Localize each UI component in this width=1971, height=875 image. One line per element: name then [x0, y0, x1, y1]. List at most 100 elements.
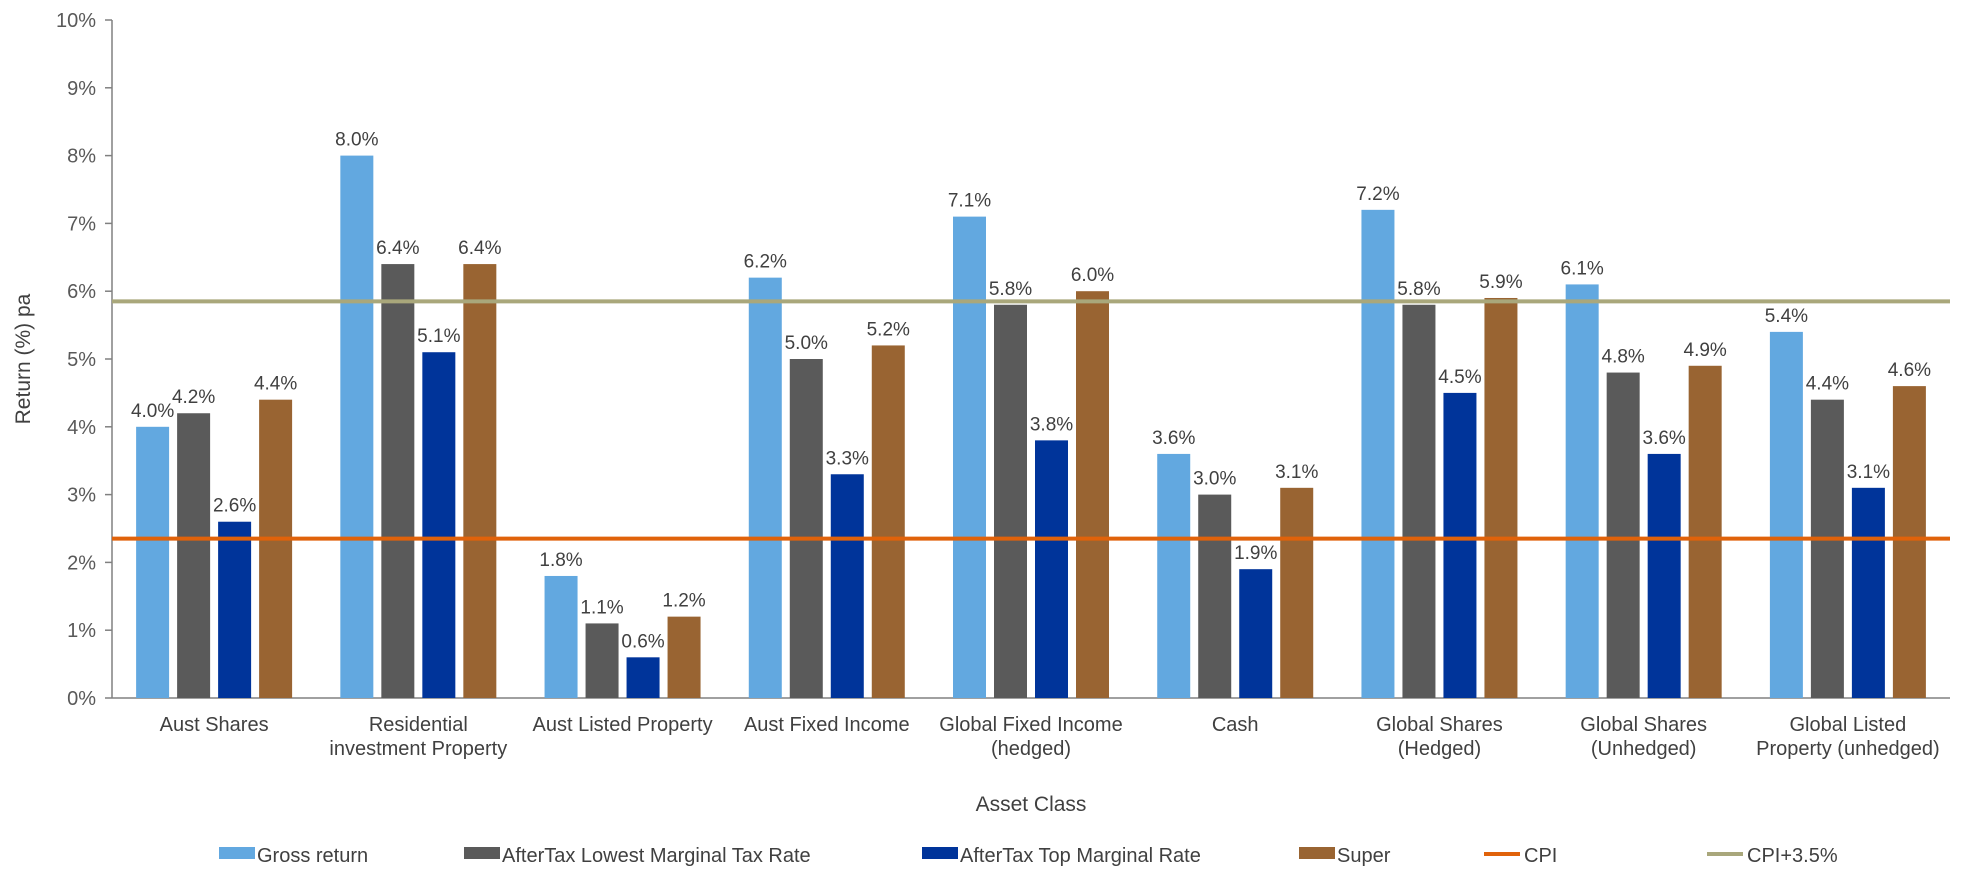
- data-label: 5.9%: [1479, 272, 1522, 293]
- bar: [1198, 494, 1232, 698]
- bar: [1361, 209, 1395, 698]
- bar: [340, 155, 374, 699]
- bar: [1239, 569, 1273, 698]
- y-tick-label: 9%: [67, 78, 96, 100]
- legend-label: Super: [1337, 845, 1391, 867]
- legend-label: AfterTax Lowest Marginal Tax Rate: [502, 845, 811, 867]
- legend-swatch: [219, 847, 255, 859]
- legend-label: Gross return: [257, 845, 368, 867]
- bar: [1810, 399, 1844, 698]
- bar: [1443, 392, 1477, 698]
- y-tick-label: 7%: [67, 213, 96, 235]
- data-label: 3.1%: [1847, 462, 1890, 483]
- bar: [1076, 291, 1109, 698]
- data-label: 7.1%: [948, 191, 991, 212]
- y-tick-label: 0%: [67, 688, 96, 710]
- data-label: 4.9%: [1684, 340, 1727, 361]
- category-label: Global Shares: [1376, 714, 1503, 736]
- data-label: 5.8%: [1397, 279, 1440, 300]
- data-label: 1.8%: [539, 550, 582, 571]
- bar: [1035, 440, 1068, 698]
- bar: [748, 277, 782, 698]
- bar: [953, 216, 986, 698]
- y-tick-label: 5%: [67, 349, 96, 371]
- y-tick-label: 2%: [67, 552, 96, 574]
- bar: [136, 426, 170, 698]
- data-label: 3.0%: [1193, 469, 1236, 490]
- legend: Gross return AfterTax Lowest Marginal Tax…: [219, 845, 1838, 867]
- data-label: 1.9%: [1234, 543, 1277, 564]
- category-label: (hedged): [991, 738, 1071, 760]
- bar: [1606, 372, 1640, 698]
- category-label: (Unhedged): [1591, 738, 1697, 760]
- data-label: 3.8%: [1030, 414, 1073, 435]
- legend-label: AfterTax Top Marginal Rate: [960, 845, 1201, 867]
- data-label: 6.2%: [744, 252, 787, 273]
- bar: [1647, 453, 1681, 698]
- data-label: 4.5%: [1438, 367, 1481, 388]
- data-label: 4.0%: [131, 401, 174, 422]
- data-label: 4.6%: [1888, 360, 1931, 381]
- bar: [259, 399, 293, 698]
- bar: [994, 304, 1027, 698]
- legend-label: CPI+3.5%: [1747, 845, 1838, 867]
- data-label: 3.1%: [1275, 462, 1318, 483]
- data-label: 4.8%: [1602, 347, 1645, 368]
- bar: [626, 657, 660, 698]
- reference-lines: [112, 299, 1950, 541]
- category-label: Global Shares: [1580, 714, 1707, 736]
- bar: [585, 623, 619, 698]
- y-tick-label: 3%: [67, 485, 96, 507]
- data-label: 5.0%: [785, 333, 828, 354]
- legend-label: CPI: [1524, 845, 1557, 867]
- bar: [177, 413, 211, 698]
- bar: [381, 264, 415, 698]
- data-label: 5.4%: [1765, 306, 1808, 327]
- bar: [544, 575, 578, 698]
- x-axis-title: Asset Class: [976, 793, 1087, 816]
- y-tick-label: 4%: [67, 417, 96, 439]
- bar: [830, 474, 864, 698]
- category-label: Cash: [1212, 714, 1259, 736]
- legend-swatch: [464, 847, 500, 859]
- bar: [789, 359, 823, 698]
- y-tick-label: 6%: [67, 281, 96, 303]
- bar-series: [136, 155, 1926, 699]
- bar: [463, 264, 497, 698]
- data-label: 4.2%: [172, 387, 215, 408]
- data-label: 1.2%: [662, 591, 705, 612]
- y-tick-label: 10%: [56, 10, 96, 32]
- data-label: 7.2%: [1356, 184, 1399, 205]
- bar: [1769, 331, 1803, 698]
- bar: [1565, 284, 1599, 698]
- y-tick-label: 8%: [67, 146, 96, 168]
- data-label: 5.2%: [867, 319, 910, 340]
- data-label: 3.6%: [1152, 428, 1195, 449]
- data-label: 6.4%: [376, 238, 419, 259]
- legend-swatch: [922, 847, 958, 859]
- data-label: 6.1%: [1561, 258, 1604, 279]
- data-label: 0.6%: [621, 631, 664, 652]
- category-label: Aust Fixed Income: [744, 714, 910, 736]
- bar: [1851, 487, 1885, 698]
- data-label: 3.6%: [1643, 428, 1686, 449]
- y-axis-ticks: 0% 1% 2% 3% 4% 5% 6% 7% 8% 9% 10%: [56, 10, 112, 710]
- data-label: 6.0%: [1071, 265, 1114, 286]
- bar: [1688, 365, 1722, 698]
- category-label: Residential: [369, 714, 468, 736]
- bar: [218, 521, 252, 698]
- category-label: (Hedged): [1398, 738, 1481, 760]
- data-label: 1.1%: [580, 597, 623, 618]
- y-axis-title: Return (%) pa: [12, 293, 35, 424]
- data-label: 5.1%: [417, 326, 460, 347]
- data-label: 4.4%: [254, 374, 297, 395]
- bar: [1402, 304, 1436, 698]
- category-label: Property (unhedged): [1756, 738, 1939, 760]
- data-label: 8.0%: [335, 130, 378, 151]
- data-label: 6.4%: [458, 238, 501, 259]
- y-tick-label: 1%: [67, 620, 96, 642]
- bar: [1280, 487, 1314, 698]
- data-label: 5.8%: [989, 279, 1032, 300]
